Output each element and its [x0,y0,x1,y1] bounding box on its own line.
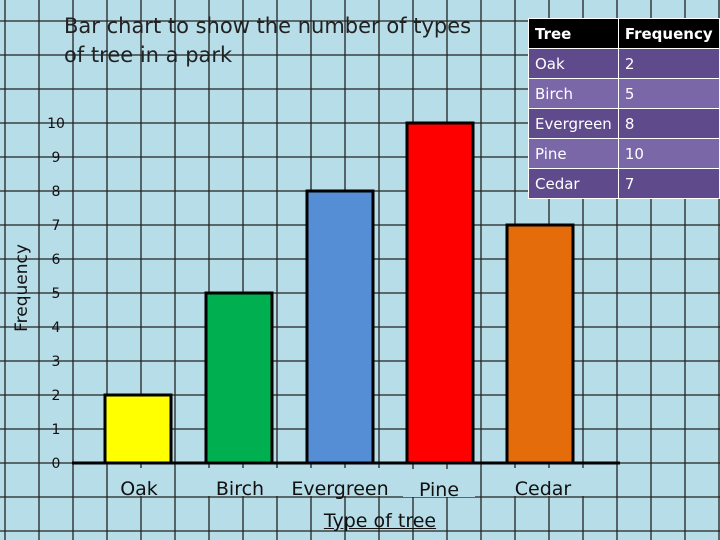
x-tick-labels: Oak Birch Evergreen Pine Cedar [109,468,585,501]
table-cell-tree: Evergreen [528,108,619,139]
y-tick-label: 8 [52,184,61,200]
y-tick-label: 2 [52,388,61,404]
table-row: Oak 2 [528,48,720,79]
y-tick-label: 0 [52,456,61,472]
y-axis-label: Frequency [12,244,32,332]
table-row: Cedar 7 [528,168,720,199]
y-tick-label: 3 [52,354,61,370]
x-tick-label-bg [198,468,282,496]
bar-birch [204,291,274,465]
bar-evergreen [305,189,375,465]
bar-cedar [505,223,575,465]
table-cell-tree: Pine [528,138,619,169]
x-tick-label-bg [109,468,169,496]
chart-title: Bar chart to show the number of types of… [64,14,472,67]
table-cell-tree: Cedar [528,168,619,199]
table-cell-frequency: 5 [617,78,720,109]
table-cell-frequency: 7 [617,168,720,199]
y-tick-label: 1 [52,422,61,438]
table-row: Pine 10 [528,138,720,169]
x-tick-label-bg [403,469,475,497]
y-tick-label: 7 [52,218,61,234]
bar-pine [405,121,475,465]
table-cell-tree: Birch [528,78,619,109]
table-cell-frequency: 10 [617,138,720,169]
y-tick-label: 10 [47,116,65,132]
table-row: Birch 5 [528,78,720,109]
chart-bars [103,121,575,465]
y-tick-label: 4 [52,320,61,336]
y-tick-labels: 0 1 2 3 4 5 6 7 8 9 10 [47,116,65,472]
frequency-table: Tree Frequency Oak 2 Birch 5 Evergreen 8… [528,18,720,199]
table-header-frequency: Frequency [617,18,720,49]
x-tick-label: Pine [419,479,459,501]
y-tick-label: 5 [52,286,61,302]
x-tick-label-bg [501,468,585,496]
x-tick-label: Evergreen [291,478,388,500]
x-tick-label: Oak [120,478,158,500]
x-tick-label: Birch [216,478,264,500]
bar-oak [103,393,173,465]
y-tick-label: 9 [52,150,61,166]
table-header-row: Tree Frequency [528,18,720,49]
x-axis-label: Type of tree [323,510,437,532]
x-tick-label: Cedar [515,478,572,500]
table-cell-frequency: 2 [617,48,720,79]
y-tick-label: 6 [52,252,61,268]
table-cell-tree: Oak [528,48,619,79]
x-tick-label-bg [274,468,406,496]
table-header-tree: Tree [528,18,619,49]
table-cell-frequency: 8 [617,108,720,139]
table-row: Evergreen 8 [528,108,720,139]
